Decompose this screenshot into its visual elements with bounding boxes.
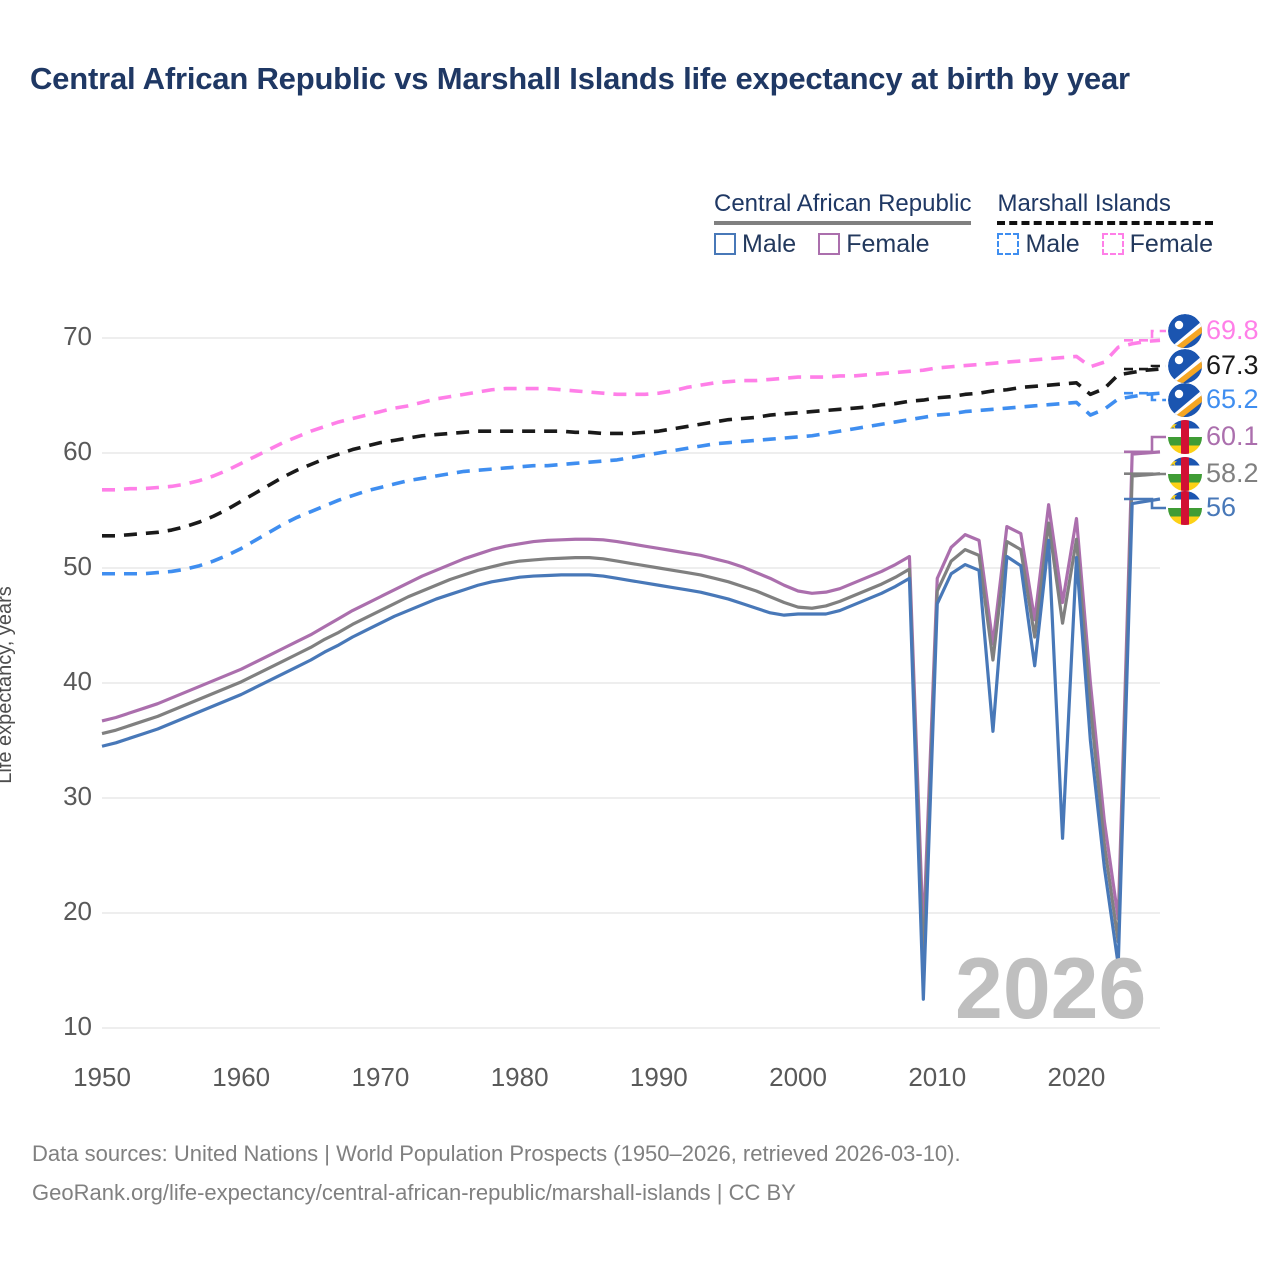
- legend-item-car-male[interactable]: Male: [714, 229, 797, 258]
- y-axis-label: Life expectancy, years: [0, 586, 16, 784]
- end-label-value: 58.2: [1206, 458, 1259, 488]
- footer-attribution: Data sources: United Nations | World Pop…: [32, 1135, 1252, 1212]
- end-label-flag-cf: [1168, 491, 1202, 525]
- legend-label-car-male: Male: [742, 229, 797, 258]
- series-line: [102, 367, 1161, 538]
- end-label-flag-mh: [1168, 349, 1202, 383]
- series-lines: [101, 338, 1161, 1001]
- y-tick-label: 60: [63, 436, 92, 466]
- legend-swatch-mh-female: [1101, 233, 1124, 256]
- x-tick-label: 1990: [629, 1062, 688, 1092]
- end-label-flag-cf: [1168, 420, 1202, 454]
- x-tick-label: 2000: [769, 1062, 827, 1092]
- page-title: Central African Republic vs Marshall Isl…: [30, 61, 1130, 96]
- series-line: [101, 450, 1161, 938]
- end-label-value: 65.2: [1206, 384, 1259, 414]
- label-connectors: [1124, 329, 1166, 510]
- end-label-connector: [1124, 391, 1166, 402]
- end-label-connector: [1124, 435, 1166, 454]
- end-label-value: 60.1: [1206, 421, 1259, 451]
- x-tick-label: 1970: [351, 1062, 410, 1092]
- series-line: [102, 338, 1161, 492]
- series-line: [101, 472, 1161, 967]
- legend-swatch-mh-male: [997, 233, 1020, 256]
- y-tick-label: 10: [63, 1011, 92, 1041]
- legend-label-car-female: Female: [846, 229, 930, 258]
- legend-group-car: Central African Republic Male Female: [714, 190, 972, 258]
- legend-rule-car: [714, 220, 972, 225]
- y-tick-label: 20: [63, 896, 92, 926]
- series-line: [101, 497, 1161, 1001]
- legend-item-mh-female[interactable]: Female: [1101, 229, 1214, 258]
- series-line: [102, 391, 1161, 576]
- legend-item-mh-male[interactable]: Male: [997, 229, 1080, 258]
- x-tick-label: 1960: [212, 1062, 271, 1092]
- legend-country-car: Central African Republic: [714, 190, 972, 217]
- x-tick-label: 1980: [490, 1062, 549, 1092]
- year-watermark: 2026: [955, 941, 1147, 1037]
- y-tick-label: 40: [63, 666, 92, 696]
- footer-line-1: Data sources: United Nations | World Pop…: [32, 1141, 961, 1166]
- chart-legend: Central African Republic Male Female Mar…: [714, 190, 1254, 257]
- legend-rule-mh: [997, 220, 1214, 225]
- end-label-flag-mh: [1168, 314, 1202, 348]
- legend-swatch-car-female: [818, 233, 841, 256]
- legend-label-mh-female: Female: [1129, 229, 1214, 258]
- x-tick-label: 2020: [1047, 1062, 1106, 1092]
- x-tick-label: 2010: [908, 1062, 967, 1092]
- legend-country-mh: Marshall Islands: [997, 190, 1171, 217]
- y-tick-label: 30: [63, 781, 92, 811]
- legend-item-car-female[interactable]: Female: [818, 229, 930, 258]
- x-tick-label: 1950: [73, 1062, 131, 1092]
- y-tick-label: 70: [63, 321, 92, 351]
- end-label-connector: [1124, 364, 1166, 371]
- legend-group-mh: Marshall Islands Male Female: [997, 190, 1214, 258]
- gridlines: [102, 337, 1160, 1029]
- end-label-connector: [1124, 497, 1166, 510]
- y-tick-label: 50: [63, 551, 92, 581]
- footer-line-2: GeoRank.org/life-expectancy/central-afri…: [32, 1179, 796, 1205]
- end-label-flag-cf: [1168, 457, 1202, 491]
- legend-label-mh-male: Male: [1025, 229, 1080, 258]
- end-label-value: 67.3: [1206, 350, 1259, 380]
- end-label-value: 56: [1206, 492, 1237, 522]
- end-label-flag-mh: [1168, 383, 1202, 417]
- legend-swatch-car-male: [714, 233, 736, 256]
- y-axis-ticks: 10 20 30 40 50 60 70: [20, 0, 92, 1280]
- end-label-value: 69.8: [1206, 315, 1259, 345]
- end-label-connector: [1124, 329, 1166, 342]
